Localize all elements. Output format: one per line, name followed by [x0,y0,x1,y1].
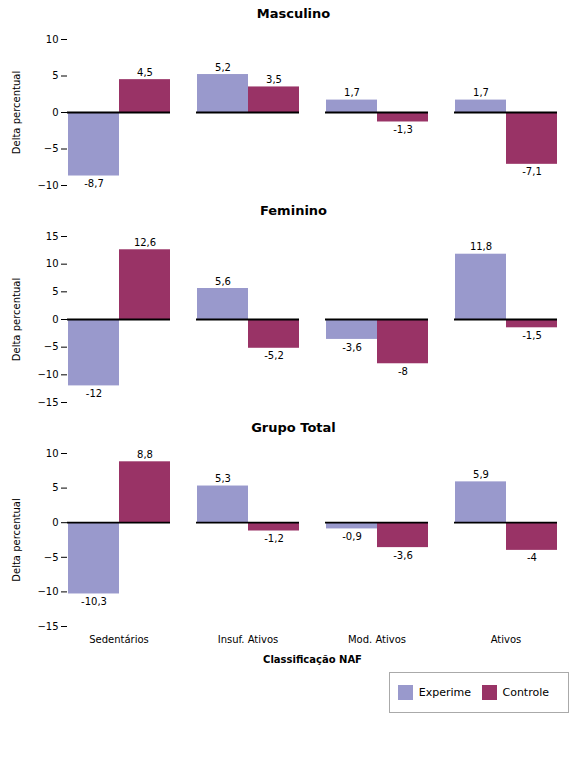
svg-text:0: 0 [52,517,58,528]
svg-text:10: 10 [46,34,59,45]
svg-text:-1,3: -1,3 [393,124,413,135]
html-text:Feminino: Feminino [260,203,327,218]
svg-text:-3,6: -3,6 [342,342,362,353]
svg-text:-8: -8 [398,366,408,377]
svg-text:−10: −10 [37,369,58,380]
svg-text:−15: −15 [37,397,58,408]
svg-text:−15: −15 [37,621,58,632]
svg-text:Insuf. Ativos: Insuf. Ativos [218,634,279,645]
svg-text:Mod. Ativos: Mod. Ativos [348,634,406,645]
svg-text:−10: −10 [37,586,58,597]
svg-text:-12: -12 [86,388,102,399]
svg-text:0: 0 [52,107,58,118]
svg-text:-5,2: -5,2 [264,350,284,361]
svg-text:−5: −5 [44,341,59,352]
svg-text:-10,3: -10,3 [81,596,107,607]
svg-text:5,2: 5,2 [215,62,231,73]
svg-text:5,6: 5,6 [215,276,231,287]
html-text:Experime: Experime [418,686,471,699]
svg-text:-3,6: -3,6 [393,550,413,561]
svg-text:Delta percentual: Delta percentual [11,71,22,154]
html-text:Masculino: Masculino [256,6,331,21]
svg-text:11,8: 11,8 [470,241,492,252]
svg-text:5: 5 [52,482,58,493]
svg-text:1,7: 1,7 [344,87,360,98]
svg-text:10: 10 [46,258,59,269]
svg-text:−10: −10 [37,180,58,191]
svg-text:4,5: 4,5 [137,67,153,78]
svg-text:5: 5 [52,70,58,81]
svg-text:-8,7: -8,7 [84,178,104,189]
svg-text:8,8: 8,8 [137,449,153,460]
svg-text:Delta percentual: Delta percentual [11,278,22,361]
svg-text:Sedentários: Sedentários [89,634,149,645]
svg-text:-4: -4 [527,552,537,563]
svg-text:3,5: 3,5 [266,74,282,85]
svg-text:5: 5 [52,286,58,297]
svg-text:12,6: 12,6 [134,237,156,248]
svg-text:Delta percentual: Delta percentual [11,498,22,581]
svg-text:15: 15 [46,231,59,242]
svg-text:-1,5: -1,5 [522,330,542,341]
svg-text:10: 10 [46,448,59,459]
svg-text:5,3: 5,3 [215,473,231,484]
svg-text:5,9: 5,9 [473,469,489,480]
svg-text:-1,2: -1,2 [264,533,284,544]
svg-text:0: 0 [52,314,58,325]
svg-text:-7,1: -7,1 [522,166,542,177]
svg-text:Classificação NAF: Classificação NAF [263,654,362,665]
svg-text:−5: −5 [44,143,59,154]
svg-text:−5: −5 [44,552,59,563]
html-text:Controle: Controle [502,686,549,699]
html-text:Grupo Total: Grupo Total [251,420,336,435]
svg-text:Ativos: Ativos [491,634,522,645]
svg-text:1,7: 1,7 [473,87,489,98]
svg-text:-0,9: -0,9 [342,531,362,542]
